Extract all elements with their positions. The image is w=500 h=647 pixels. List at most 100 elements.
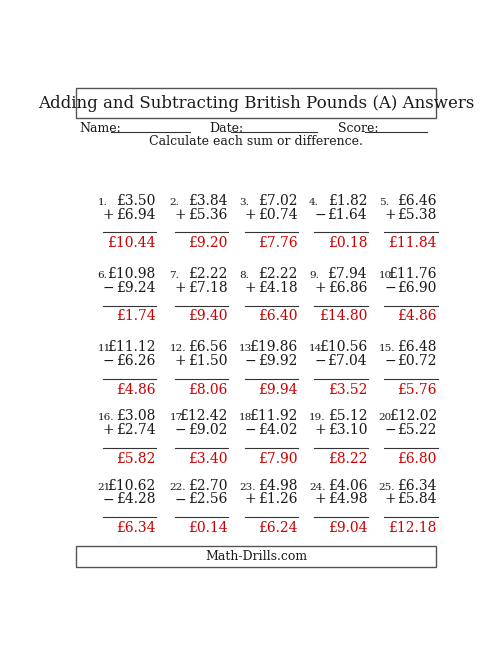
Text: +: + (103, 423, 115, 437)
Text: £4.18: £4.18 (258, 281, 298, 294)
Text: 9.: 9. (309, 271, 319, 280)
Text: £2.74: £2.74 (116, 423, 156, 437)
Text: £11.92: £11.92 (249, 410, 298, 423)
Text: £12.02: £12.02 (388, 410, 437, 423)
Text: +: + (314, 281, 326, 294)
Text: 1.: 1. (98, 198, 107, 206)
Text: £2.56: £2.56 (188, 492, 228, 507)
Text: 7.: 7. (170, 271, 179, 280)
Text: 15.: 15. (378, 344, 395, 353)
Text: −: − (244, 423, 256, 437)
Text: 21.: 21. (98, 483, 114, 492)
Text: £9.40: £9.40 (188, 309, 228, 324)
Text: Calculate each sum or difference.: Calculate each sum or difference. (150, 135, 363, 148)
Text: £6.48: £6.48 (398, 340, 437, 354)
Text: £6.90: £6.90 (398, 281, 437, 294)
Text: +: + (244, 208, 256, 221)
Bar (76, 546, 436, 567)
Text: £1.26: £1.26 (258, 492, 298, 507)
Text: £9.94: £9.94 (258, 382, 298, 397)
Text: +: + (244, 492, 256, 507)
Text: £6.56: £6.56 (188, 340, 228, 354)
Text: £10.62: £10.62 (107, 479, 156, 492)
Text: −: − (103, 281, 115, 294)
Text: 17.: 17. (170, 413, 186, 422)
Text: £4.98: £4.98 (328, 492, 367, 507)
Text: £9.02: £9.02 (188, 423, 228, 437)
Text: 18.: 18. (239, 413, 256, 422)
Text: 14.: 14. (309, 344, 326, 353)
Text: £4.86: £4.86 (116, 382, 156, 397)
Text: −: − (314, 208, 326, 221)
Text: £5.36: £5.36 (188, 208, 228, 221)
Text: £12.18: £12.18 (388, 521, 437, 535)
Text: £10.44: £10.44 (107, 236, 156, 250)
Text: −: − (384, 281, 396, 294)
Text: £9.92: £9.92 (258, 354, 298, 368)
Text: £1.50: £1.50 (188, 354, 228, 368)
Text: Math-Drills.com: Math-Drills.com (205, 550, 308, 563)
Text: £5.82: £5.82 (116, 452, 156, 466)
Text: £6.46: £6.46 (398, 193, 437, 208)
Text: 4.: 4. (309, 198, 319, 206)
Text: 8.: 8. (239, 271, 249, 280)
Text: 6.: 6. (98, 271, 107, 280)
Text: £6.86: £6.86 (328, 281, 367, 294)
Text: £4.06: £4.06 (328, 479, 367, 492)
Text: £9.24: £9.24 (116, 281, 156, 294)
Text: £3.08: £3.08 (116, 410, 156, 423)
Text: +: + (314, 423, 326, 437)
Text: 22.: 22. (170, 483, 186, 492)
Text: £6.24: £6.24 (258, 521, 298, 535)
Text: 16.: 16. (98, 413, 114, 422)
Text: Score:: Score: (338, 122, 378, 135)
Text: 19.: 19. (309, 413, 326, 422)
Text: £8.22: £8.22 (328, 452, 367, 466)
Text: 11.: 11. (98, 344, 114, 353)
Text: 20.: 20. (378, 413, 395, 422)
Text: £3.50: £3.50 (116, 193, 156, 208)
Text: 23.: 23. (239, 483, 256, 492)
Text: £9.20: £9.20 (188, 236, 228, 250)
Text: £8.06: £8.06 (188, 382, 228, 397)
Text: Adding and Subtracting British Pounds (A) Answers: Adding and Subtracting British Pounds (A… (38, 94, 474, 111)
Text: £4.86: £4.86 (398, 309, 437, 324)
Text: £11.12: £11.12 (107, 340, 156, 354)
Text: £19.86: £19.86 (249, 340, 298, 354)
Text: 3.: 3. (239, 198, 249, 206)
Text: £3.10: £3.10 (328, 423, 367, 437)
Text: £1.74: £1.74 (116, 309, 156, 324)
Text: 10.: 10. (378, 271, 395, 280)
Text: £4.98: £4.98 (258, 479, 298, 492)
Text: 25.: 25. (378, 483, 395, 492)
Text: −: − (175, 423, 186, 437)
Text: £6.40: £6.40 (258, 309, 298, 324)
Text: £11.84: £11.84 (388, 236, 437, 250)
Text: 24.: 24. (309, 483, 326, 492)
Text: +: + (175, 281, 186, 294)
Text: £0.74: £0.74 (258, 208, 298, 221)
Text: £1.64: £1.64 (328, 208, 367, 221)
Text: £7.18: £7.18 (188, 281, 228, 294)
Text: £6.34: £6.34 (398, 479, 437, 492)
Text: +: + (175, 354, 186, 368)
Text: £0.72: £0.72 (398, 354, 437, 368)
Text: +: + (103, 208, 115, 221)
Text: £2.22: £2.22 (258, 267, 298, 281)
Text: £2.22: £2.22 (188, 267, 228, 281)
Text: £10.56: £10.56 (319, 340, 367, 354)
Text: −: − (103, 492, 115, 507)
Text: +: + (384, 208, 396, 221)
Text: £7.04: £7.04 (328, 354, 367, 368)
Text: £3.52: £3.52 (328, 382, 367, 397)
Text: £7.94: £7.94 (328, 267, 367, 281)
Text: −: − (384, 423, 396, 437)
Text: £3.84: £3.84 (188, 193, 228, 208)
Text: −: − (103, 354, 115, 368)
Text: £2.70: £2.70 (188, 479, 228, 492)
Text: £6.94: £6.94 (116, 208, 156, 221)
Text: £5.76: £5.76 (398, 382, 437, 397)
Text: −: − (384, 354, 396, 368)
Text: £5.84: £5.84 (398, 492, 437, 507)
Text: £3.40: £3.40 (188, 452, 228, 466)
